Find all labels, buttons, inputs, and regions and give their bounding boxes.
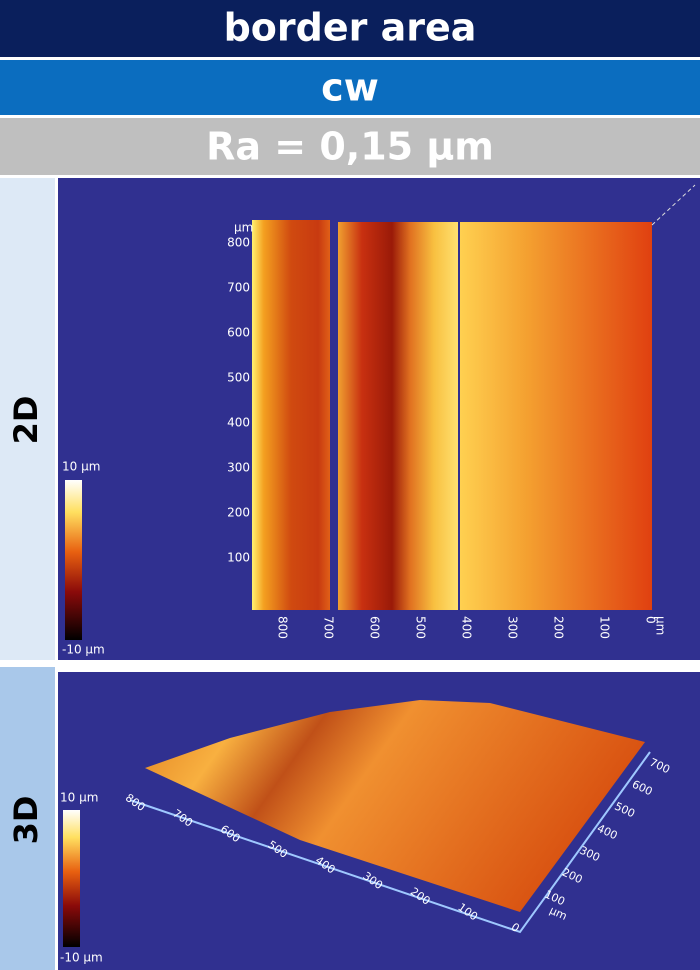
surface-strip bbox=[252, 220, 330, 610]
colorbar-min: -10 µm bbox=[62, 643, 105, 657]
x-tick-label: 300 bbox=[506, 616, 520, 639]
surface-strip bbox=[460, 222, 652, 610]
colorbar-max: 10 µm bbox=[62, 460, 100, 474]
title-bar bbox=[0, 0, 700, 57]
x-tick-label: 100 bbox=[598, 616, 612, 639]
y-tick-label: 100 bbox=[227, 551, 250, 565]
mode-bar bbox=[0, 60, 700, 115]
colorbar-max: 10 µm bbox=[60, 791, 98, 805]
surface-strip bbox=[338, 222, 458, 610]
roughness: Ra = 0,15 µm bbox=[206, 125, 494, 169]
x-tick-label: 200 bbox=[552, 616, 566, 639]
y-tick-label: 200 bbox=[227, 506, 250, 520]
mode: cw bbox=[321, 66, 379, 110]
y-tick-label: 700 bbox=[227, 281, 250, 295]
pointer bbox=[651, 184, 696, 226]
y-axis-unit: µm bbox=[234, 221, 253, 235]
x-tick-label: 0 bbox=[644, 616, 658, 624]
surface-3d bbox=[145, 700, 645, 912]
y-tick-label: 800 bbox=[227, 236, 250, 250]
label-column bbox=[0, 178, 55, 660]
colorbar bbox=[63, 810, 80, 947]
axis-3d bbox=[129, 751, 651, 934]
panel-label: 3D bbox=[7, 796, 45, 845]
x-tick-label: 700 bbox=[322, 616, 336, 639]
colorbar bbox=[65, 480, 82, 640]
colorbar-min: -10 µm bbox=[60, 951, 103, 965]
y-tick-label: 500 bbox=[227, 371, 250, 385]
y-tick-label: 400 bbox=[227, 416, 250, 430]
title: border area bbox=[224, 6, 477, 50]
roughness-bar bbox=[0, 118, 700, 175]
y-tick-label: 600 bbox=[227, 326, 250, 340]
x-tick-label: 800 bbox=[276, 616, 290, 639]
x-tick-label: 600 bbox=[368, 616, 382, 639]
x-tick-label: 500 bbox=[414, 616, 428, 639]
y-tick-label: 300 bbox=[227, 461, 250, 475]
panel-label: 2D bbox=[7, 396, 45, 445]
x-axis-unit: µm bbox=[654, 616, 668, 635]
label-column bbox=[0, 667, 55, 970]
x-tick-label: 400 bbox=[460, 616, 474, 639]
